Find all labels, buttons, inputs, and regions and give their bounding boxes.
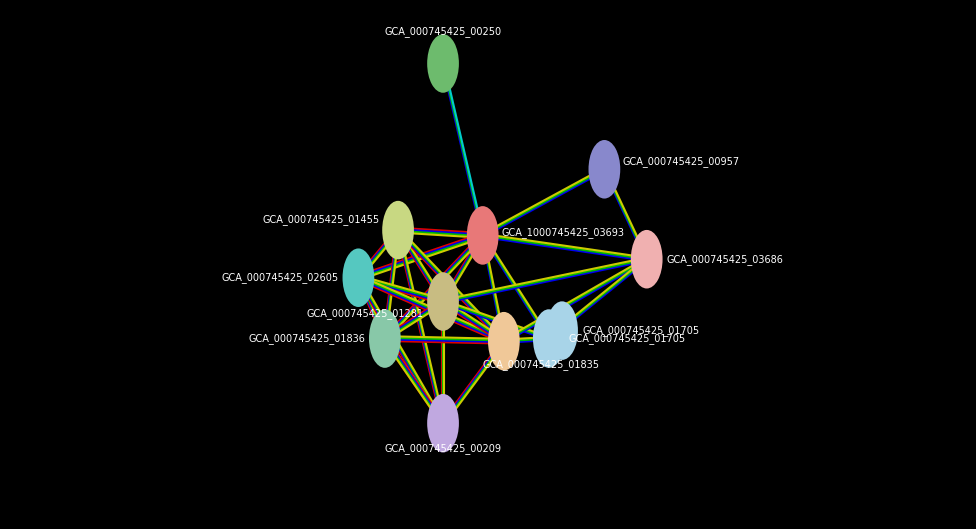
Text: GCA_000745425_02605: GCA_000745425_02605 [222, 272, 339, 283]
Text: GCA_1000745425_03693: GCA_1000745425_03693 [502, 227, 625, 238]
Ellipse shape [427, 272, 459, 331]
Text: GCA_000745425_00250: GCA_000745425_00250 [385, 26, 502, 37]
Text: GCA_000745425_01836: GCA_000745425_01836 [249, 333, 365, 344]
Text: GCA_000745425_01455: GCA_000745425_01455 [263, 214, 380, 225]
Text: GCA_000745425_01705: GCA_000745425_01705 [582, 325, 699, 336]
Ellipse shape [383, 201, 414, 259]
Text: GCA_000745425_00957: GCA_000745425_00957 [623, 156, 740, 167]
Ellipse shape [589, 140, 621, 198]
Ellipse shape [343, 249, 374, 307]
Ellipse shape [427, 34, 459, 93]
Ellipse shape [630, 230, 663, 288]
Ellipse shape [467, 206, 499, 264]
Text: GCA_000745425_00209: GCA_000745425_00209 [385, 443, 502, 454]
Text: GCA_000745425_03686: GCA_000745425_03686 [667, 254, 784, 264]
Ellipse shape [427, 394, 459, 452]
Ellipse shape [488, 312, 520, 370]
Text: GCA_000745425_01281: GCA_000745425_01281 [306, 308, 424, 318]
Ellipse shape [533, 309, 565, 368]
Ellipse shape [547, 302, 578, 360]
Text: GCA_000745425_01835: GCA_000745425_01835 [483, 359, 599, 370]
Text: GCA_000745425_01705: GCA_000745425_01705 [568, 333, 685, 344]
Ellipse shape [369, 309, 401, 368]
